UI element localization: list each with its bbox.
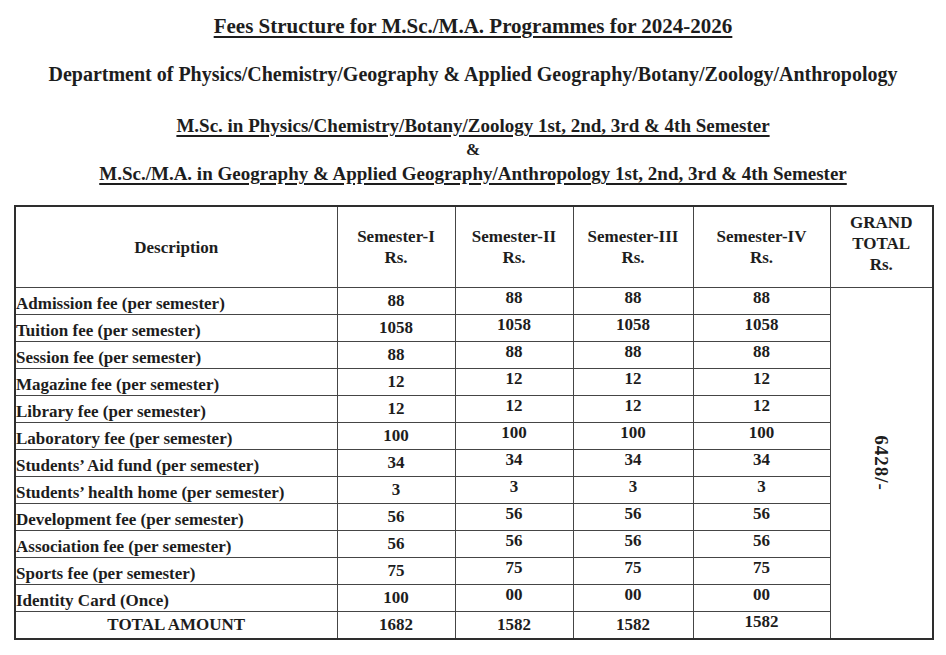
table-row: Association fee (per semester)56565656 [15,531,933,558]
fee-value: 56 [455,504,573,531]
fee-value: 56 [573,504,693,531]
table-row: Admission fee (per semester)888888886428… [15,288,933,315]
fee-value: 56 [573,531,693,558]
table-row: Magazine fee (per semester)12121212 [15,369,933,396]
fees-table-header: DescriptionSemester-I Rs.Semester-II Rs.… [15,206,933,288]
row-description: Session fee (per semester) [15,342,337,369]
fee-value: 12 [573,369,693,396]
fee-value: 12 [337,396,455,423]
fee-value: 34 [573,450,693,477]
fee-value: 75 [573,558,693,585]
programme-line-1: M.Sc. in Physics/Chemistry/Botany/Zoolog… [0,113,946,138]
department-line: Department of Physics/Chemistry/Geograph… [0,61,946,87]
fee-value: 34 [337,450,455,477]
table-row: Identity Card (Once)100000000 [15,585,933,612]
fee-value: 75 [693,558,830,585]
fee-value: 12 [455,396,573,423]
fee-value: 88 [455,342,573,369]
fee-value: 12 [693,369,830,396]
table-row: Development fee (per semester)56565656 [15,504,933,531]
fee-value: 88 [337,342,455,369]
total-row: TOTAL AMOUNT1682158215821582 [15,612,933,640]
ampersand-separator: & [0,140,946,160]
total-amount-value: 1682 [337,612,455,640]
row-description: Laboratory fee (per semester) [15,423,337,450]
fee-value: 34 [455,450,573,477]
table-row: Students’ Aid fund (per semester)3434343… [15,450,933,477]
fee-value: 56 [337,504,455,531]
grand-total-cell: 6428/- [830,288,933,640]
column-header-2: Semester-II Rs. [455,206,573,288]
fees-table-body: Admission fee (per semester)888888886428… [15,288,933,640]
fee-value: 88 [573,288,693,315]
total-amount-value: 1582 [455,612,573,640]
fee-value: 56 [693,531,830,558]
grand-total-value: 6428/- [870,435,892,491]
fee-value: 1058 [573,315,693,342]
header-row: DescriptionSemester-I Rs.Semester-II Rs.… [15,206,933,288]
fee-value: 1058 [455,315,573,342]
fees-table: DescriptionSemester-I Rs.Semester-II Rs.… [14,205,934,640]
fee-value: 88 [693,342,830,369]
table-row: Session fee (per semester)88888888 [15,342,933,369]
fee-value: 100 [573,423,693,450]
fee-value: 12 [573,396,693,423]
column-header-0: Description [15,206,337,288]
fee-value: 100 [455,423,573,450]
fee-value: 56 [337,531,455,558]
fee-value: 75 [455,558,573,585]
column-header-5: GRAND TOTAL Rs. [830,206,933,288]
total-amount-label: TOTAL AMOUNT [15,612,337,640]
fee-value: 12 [455,369,573,396]
fee-value: 56 [455,531,573,558]
row-description: Tuition fee (per semester) [15,315,337,342]
fee-value: 100 [337,585,455,612]
row-description: Sports fee (per semester) [15,558,337,585]
fee-value: 1058 [337,315,455,342]
column-header-3: Semester-III Rs. [573,206,693,288]
table-row: Tuition fee (per semester)10581058105810… [15,315,933,342]
document-page: Fees Structure for M.Sc./M.A. Programmes… [0,0,946,655]
fee-value: 100 [337,423,455,450]
table-row: Sports fee (per semester)75757575 [15,558,933,585]
fee-value: 88 [337,288,455,315]
fee-value: 00 [455,585,573,612]
fee-value: 3 [337,477,455,504]
fee-value: 88 [693,288,830,315]
row-description: Admission fee (per semester) [15,288,337,315]
column-header-4: Semester-IV Rs. [693,206,830,288]
total-amount-value: 1582 [573,612,693,640]
fee-value: 56 [693,504,830,531]
fee-value: 100 [693,423,830,450]
fee-value: 34 [693,450,830,477]
fee-value: 88 [573,342,693,369]
table-row: Laboratory fee (per semester)10010010010… [15,423,933,450]
row-description: Students’ Aid fund (per semester) [15,450,337,477]
page-title: Fees Structure for M.Sc./M.A. Programmes… [0,13,946,39]
column-header-1: Semester-I Rs. [337,206,455,288]
table-row: Library fee (per semester)12121212 [15,396,933,423]
total-amount-value: 1582 [693,612,830,640]
fee-value: 75 [337,558,455,585]
fee-value: 12 [337,369,455,396]
row-description: Students’ health home (per semester) [15,477,337,504]
fee-value: 3 [573,477,693,504]
fee-value: 3 [455,477,573,504]
programme-line-2: M.Sc./M.A. in Geography & Applied Geogra… [0,161,946,186]
fee-value: 12 [693,396,830,423]
row-description: Magazine fee (per semester) [15,369,337,396]
fee-value: 00 [693,585,830,612]
row-description: Association fee (per semester) [15,531,337,558]
fee-value: 1058 [693,315,830,342]
row-description: Identity Card (Once) [15,585,337,612]
row-description: Library fee (per semester) [15,396,337,423]
fee-value: 3 [693,477,830,504]
row-description: Development fee (per semester) [15,504,337,531]
table-row: Students’ health home (per semester)3333 [15,477,933,504]
fee-value: 00 [573,585,693,612]
fee-value: 88 [455,288,573,315]
